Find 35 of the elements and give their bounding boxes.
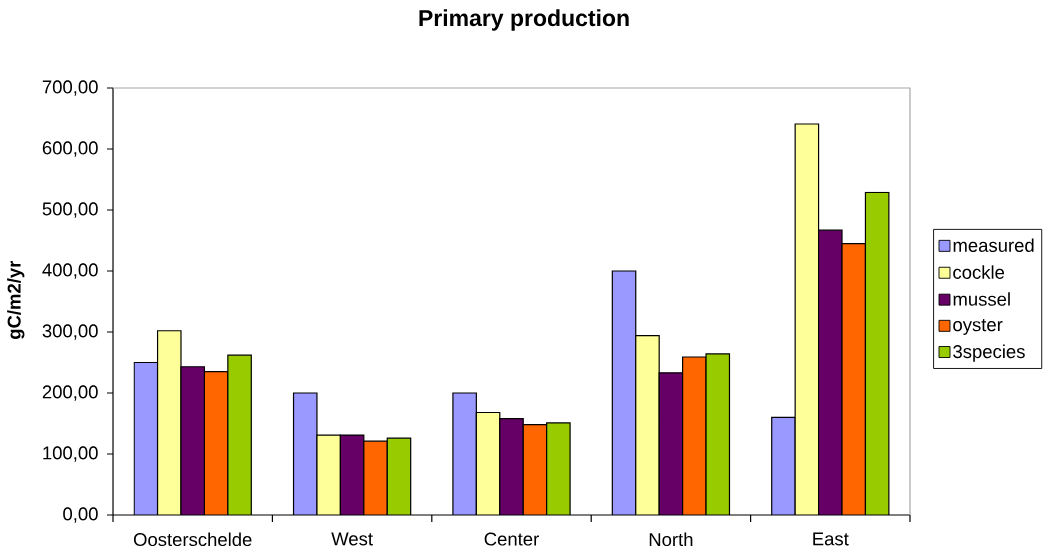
chart-title: Primary production — [419, 9, 629, 31]
y-axis-title: gC/m2/yr — [7, 260, 25, 340]
x-tick-label: West — [331, 532, 373, 546]
y-tick-label: 100,00 — [43, 446, 98, 462]
bar — [635, 335, 660, 515]
legend-label: cockle — [953, 265, 1005, 279]
legend-label: 3species — [953, 344, 1025, 362]
x-tick-label: Oosterschelde — [133, 532, 252, 547]
bar — [476, 412, 500, 515]
x-tick-label: North — [649, 532, 693, 547]
bar — [546, 422, 571, 515]
bar — [864, 191, 890, 515]
bar — [499, 418, 524, 515]
legend-label: oyster — [953, 319, 1003, 335]
bar — [706, 353, 730, 515]
bar — [180, 366, 205, 515]
y-tick-label: 400,00 — [42, 263, 98, 279]
y-tick-label: 500,00 — [42, 202, 98, 218]
bar — [227, 355, 252, 515]
y-tick-label: 0,00 — [63, 507, 98, 523]
bar — [316, 435, 341, 515]
bar — [157, 330, 181, 515]
legend-label: mussel — [953, 292, 1010, 306]
y-tick-label: 700,00 — [42, 80, 98, 96]
legend-label: measured — [953, 238, 1034, 252]
bar — [794, 123, 820, 515]
y-tick-label: 200,00 — [42, 385, 98, 401]
x-tick-label: Center — [484, 532, 539, 546]
x-tick-label: East — [813, 532, 849, 546]
bar — [817, 229, 843, 515]
y-tick-label: 600,00 — [42, 141, 98, 157]
bar — [659, 372, 683, 515]
y-tick-label: 300,00 — [42, 324, 98, 340]
bar — [340, 435, 364, 515]
bar — [387, 438, 411, 515]
